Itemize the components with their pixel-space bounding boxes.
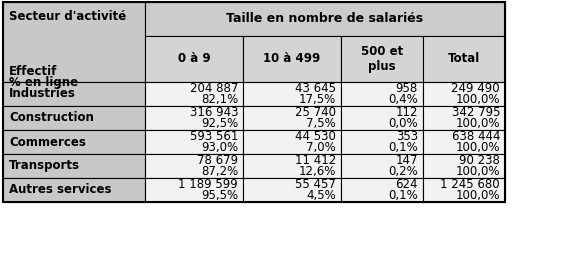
Text: Industries: Industries — [9, 87, 76, 101]
Text: Taille en nombre de salariés: Taille en nombre de salariés — [226, 12, 423, 26]
Bar — [423, 130, 505, 154]
Text: 43 645: 43 645 — [295, 82, 336, 95]
Text: 112: 112 — [396, 106, 418, 119]
Bar — [341, 130, 423, 154]
Text: 624: 624 — [396, 178, 418, 191]
Text: 55 457: 55 457 — [295, 178, 336, 191]
Bar — [341, 36, 423, 82]
Text: 4,5%: 4,5% — [306, 189, 336, 202]
Text: 90 238: 90 238 — [459, 154, 500, 167]
Text: 100,0%: 100,0% — [456, 189, 500, 202]
Text: 316 943: 316 943 — [189, 106, 238, 119]
Text: 0,2%: 0,2% — [388, 165, 418, 178]
Bar — [145, 2, 505, 36]
Text: 0,4%: 0,4% — [388, 93, 418, 106]
Text: 95,5%: 95,5% — [201, 189, 238, 202]
Text: Construction: Construction — [9, 111, 94, 125]
Text: 44 530: 44 530 — [295, 130, 336, 143]
Text: 958: 958 — [396, 82, 418, 95]
Text: 1 189 599: 1 189 599 — [178, 178, 238, 191]
Bar — [3, 106, 145, 130]
Text: 100,0%: 100,0% — [456, 165, 500, 178]
Bar — [341, 82, 423, 106]
Text: 12,6%: 12,6% — [299, 165, 336, 178]
Text: Effectif: Effectif — [9, 65, 58, 78]
Text: 147: 147 — [396, 154, 418, 167]
Bar — [145, 82, 243, 106]
Bar — [243, 36, 341, 82]
Text: 7,5%: 7,5% — [306, 117, 336, 130]
Text: 17,5%: 17,5% — [299, 93, 336, 106]
Text: 204 887: 204 887 — [189, 82, 238, 95]
Bar — [145, 36, 243, 82]
Text: 638 444: 638 444 — [452, 130, 500, 143]
Text: 10 à 499: 10 à 499 — [263, 52, 320, 65]
Bar — [423, 178, 505, 202]
Bar — [243, 154, 341, 178]
Bar — [423, 36, 505, 82]
Bar — [243, 178, 341, 202]
Text: 92,5%: 92,5% — [201, 117, 238, 130]
Text: 0 à 9: 0 à 9 — [178, 52, 211, 65]
Text: 78 679: 78 679 — [197, 154, 238, 167]
Text: 25 740: 25 740 — [295, 106, 336, 119]
Bar — [145, 178, 243, 202]
Text: 11 412: 11 412 — [295, 154, 336, 167]
Bar — [3, 178, 145, 202]
Bar — [423, 106, 505, 130]
Text: 342 795: 342 795 — [452, 106, 500, 119]
Text: 353: 353 — [396, 130, 418, 143]
Text: Secteur d'activité: Secteur d'activité — [9, 10, 126, 23]
Bar — [243, 82, 341, 106]
Bar — [243, 130, 341, 154]
Bar — [145, 106, 243, 130]
Bar — [341, 106, 423, 130]
Text: Autres services: Autres services — [9, 183, 112, 196]
Text: 7,0%: 7,0% — [306, 141, 336, 154]
Bar — [3, 82, 145, 106]
Text: 93,0%: 93,0% — [201, 141, 238, 154]
Bar — [3, 130, 145, 154]
Text: 249 490: 249 490 — [452, 82, 500, 95]
Bar — [3, 154, 145, 178]
Text: 100,0%: 100,0% — [456, 117, 500, 130]
Bar — [423, 82, 505, 106]
Text: 593 561: 593 561 — [189, 130, 238, 143]
Bar — [145, 130, 243, 154]
Bar — [341, 178, 423, 202]
Text: 82,1%: 82,1% — [201, 93, 238, 106]
Text: 87,2%: 87,2% — [201, 165, 238, 178]
Bar — [145, 154, 243, 178]
Text: 500 et
plus: 500 et plus — [361, 45, 403, 73]
Bar — [3, 2, 145, 82]
Bar — [423, 154, 505, 178]
Text: 0,0%: 0,0% — [389, 117, 418, 130]
Text: Commerces: Commerces — [9, 136, 86, 148]
Bar — [341, 154, 423, 178]
Text: 1 245 680: 1 245 680 — [440, 178, 500, 191]
Bar — [243, 106, 341, 130]
Text: 0,1%: 0,1% — [388, 141, 418, 154]
Text: Total: Total — [448, 52, 480, 65]
Text: % en ligne: % en ligne — [9, 76, 78, 89]
Text: 100,0%: 100,0% — [456, 93, 500, 106]
Text: 0,1%: 0,1% — [388, 189, 418, 202]
Text: 100,0%: 100,0% — [456, 141, 500, 154]
Text: Transports: Transports — [9, 160, 80, 172]
Bar — [3, 2, 505, 202]
